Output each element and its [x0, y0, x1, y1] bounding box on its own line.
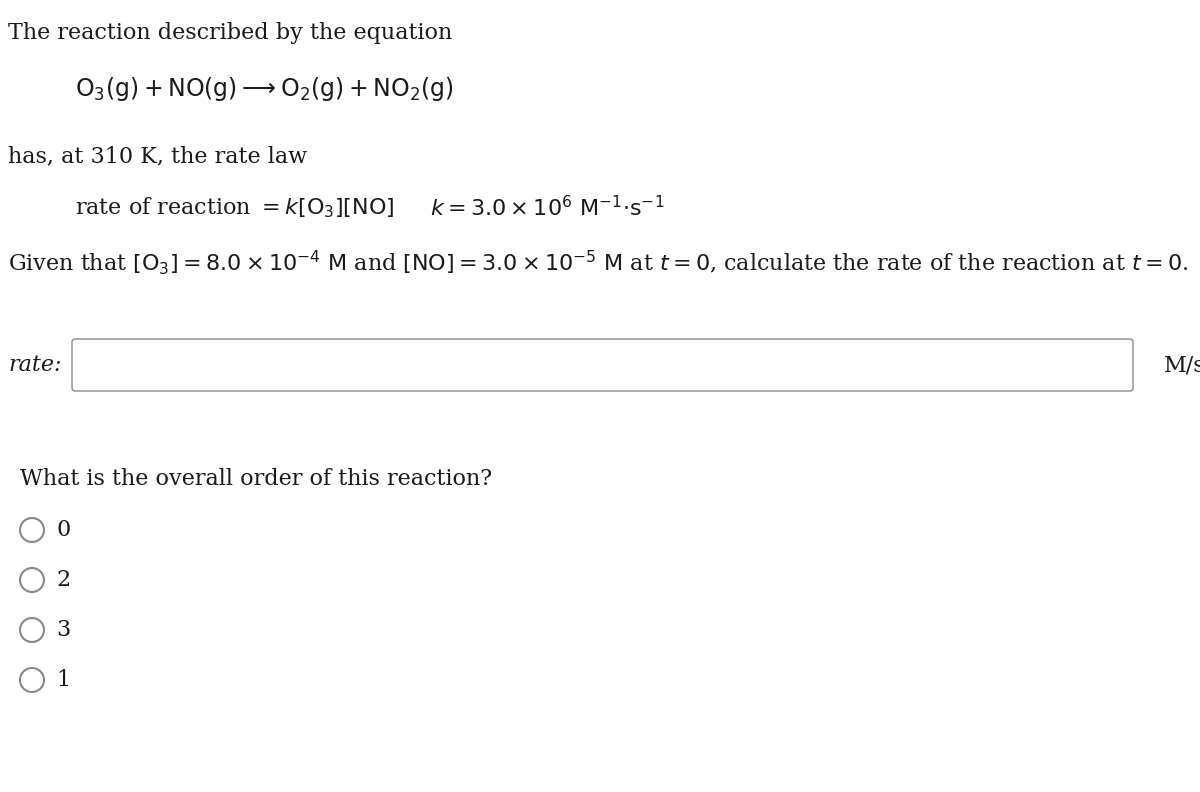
Text: 2: 2: [56, 569, 70, 591]
Text: 0: 0: [56, 519, 71, 541]
Text: rate:: rate:: [8, 354, 61, 376]
Text: The reaction described by the equation: The reaction described by the equation: [8, 22, 452, 44]
Text: 1: 1: [56, 669, 70, 691]
Text: rate of reaction $= k[\mathrm{O_3}][\mathrm{NO}]$: rate of reaction $= k[\mathrm{O_3}][\mat…: [74, 195, 395, 219]
Text: What is the overall order of this reaction?: What is the overall order of this reacti…: [20, 468, 492, 490]
Text: has, at 310 K, the rate law: has, at 310 K, the rate law: [8, 145, 307, 167]
Text: $k = 3.0 \times 10^6\ \mathrm{M^{-1}{\cdot}s^{-1}}$: $k = 3.0 \times 10^6\ \mathrm{M^{-1}{\cd…: [430, 195, 665, 220]
Text: M/s: M/s: [1164, 354, 1200, 376]
FancyBboxPatch shape: [72, 339, 1133, 391]
Text: Given that $[\mathrm{O_3}] = 8.0 \times 10^{-4}\ \mathrm{M}$ and $[\mathrm{NO}] : Given that $[\mathrm{O_3}] = 8.0 \times …: [8, 248, 1188, 276]
Text: 3: 3: [56, 619, 71, 641]
Text: $\mathrm{O_3(g) + NO(g) \longrightarrow O_2(g) + NO_2(g)}$: $\mathrm{O_3(g) + NO(g) \longrightarrow …: [74, 75, 454, 103]
